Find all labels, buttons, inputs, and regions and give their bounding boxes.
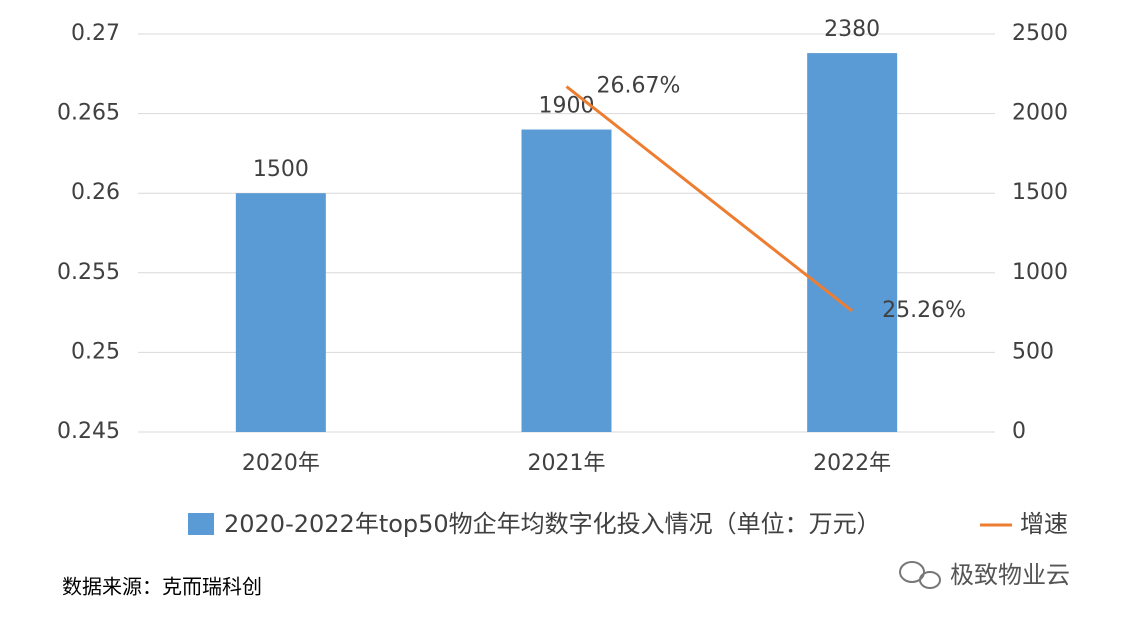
y-tick-label: 0.27: [71, 21, 120, 46]
y-tick-label: 0.25: [71, 339, 120, 364]
x-tick-label: 2020年: [242, 451, 320, 476]
y2-tick-label: 1000: [1012, 260, 1068, 285]
watermark: 极致物业云: [950, 561, 1070, 589]
source: 数据来源：克而瑞科创: [62, 575, 262, 599]
y2-tick-label: 0: [1012, 419, 1026, 444]
legend-label: 2020-2022年top50物企年均数字化投入情况（单位：万元）: [224, 510, 881, 538]
x-tick-label: 2021年: [528, 451, 606, 476]
watermark-icon: [899, 561, 941, 589]
y-tick-label: 0.245: [57, 419, 120, 444]
bar-value-label: 1900: [539, 94, 595, 119]
line-value-label: 25.26%: [882, 298, 966, 323]
bar: [521, 129, 612, 432]
y2-tick-label: 2000: [1012, 101, 1068, 126]
legend-label: 增速: [1020, 510, 1068, 538]
line: [565, 85, 854, 313]
bar-value-label: 1500: [253, 157, 309, 182]
y-tick-label: 0.255: [57, 260, 120, 285]
y-tick-label: 0.26: [71, 180, 120, 205]
x-tick-label: 2022年: [813, 451, 891, 476]
y2-tick-label: 2500: [1012, 21, 1068, 46]
bar: [235, 193, 326, 432]
line-value-label: 26.67%: [597, 74, 681, 99]
y2-tick-label: 500: [1012, 339, 1054, 364]
y2-tick-label: 1500: [1012, 180, 1068, 205]
bar-value-label: 2380: [824, 17, 880, 42]
legend-swatch: [188, 513, 214, 535]
bar: [807, 53, 898, 432]
y-tick-label: 0.265: [57, 101, 120, 126]
